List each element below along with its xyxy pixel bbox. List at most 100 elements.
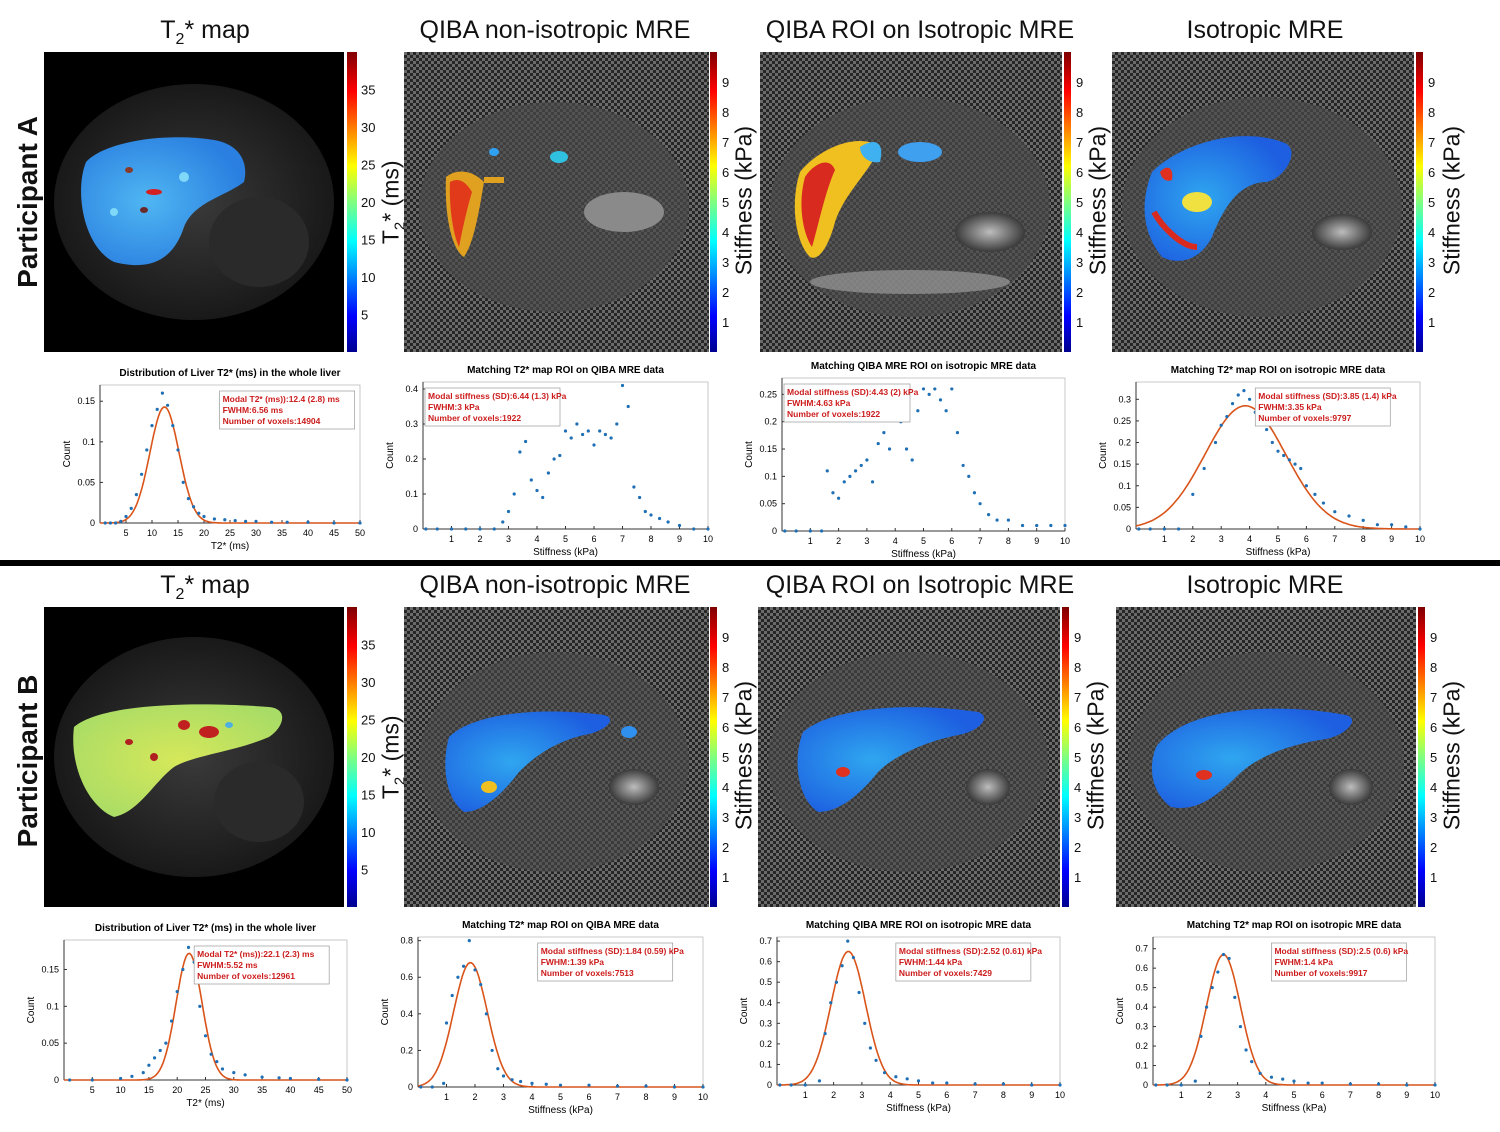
stiffness-colorbar-tick: 9	[1076, 75, 1083, 90]
data-point	[150, 423, 154, 428]
legend-line: Number of voxels:7429	[899, 968, 992, 978]
y-tick-label: 0.2	[1135, 1041, 1148, 1051]
x-tick-label: 1	[1162, 534, 1167, 544]
data-point	[512, 492, 516, 496]
data-point	[609, 436, 613, 440]
data-point	[1225, 414, 1229, 419]
data-point	[108, 521, 112, 525]
x-tick-label: 10	[703, 534, 713, 544]
stiffness-colorbar-b3: 1 2 3 4 5 6 7 8 9	[1418, 607, 1437, 907]
x-tick-label: 4	[529, 1092, 534, 1102]
x-tick-label: 7	[1332, 534, 1337, 544]
stiffness-colorbar-tick: 4	[1074, 780, 1081, 795]
chart-title: Matching T2* map ROI on isotropic MRE da…	[1187, 920, 1402, 931]
data-point	[244, 519, 248, 523]
stiffness-colorbar-tick: 4	[722, 780, 729, 795]
stiffness-colorbar-tick: 8	[1076, 105, 1083, 120]
x-tick-label: 20	[172, 1085, 182, 1095]
x-tick-label: 35	[257, 1085, 267, 1095]
x-tick-label: 9	[672, 1092, 677, 1102]
data-point	[450, 993, 454, 998]
y-tick-label: 0.15	[77, 396, 95, 406]
x-tick-label: 1	[803, 1090, 808, 1100]
data-point	[1202, 466, 1206, 471]
x-tick-label: 45	[329, 528, 339, 538]
data-point	[558, 1083, 563, 1087]
data-point	[1333, 510, 1337, 514]
x-tick-label: 30	[251, 528, 261, 538]
data-point	[1191, 492, 1195, 497]
data-point	[129, 506, 133, 510]
title-qiba-a: QIBA non-isotropic MRE	[419, 16, 691, 44]
x-tick-label: 5	[916, 1090, 921, 1100]
data-point	[1001, 1082, 1006, 1086]
title-qiba-roi-a: QIBA ROI on Isotropic MRE	[765, 16, 1075, 44]
y-tick-label: 0.6	[759, 957, 772, 967]
data-point	[209, 1052, 213, 1056]
legend-box	[219, 390, 355, 430]
stiffness-colorbar-tick: 6	[1430, 720, 1437, 735]
data-point	[254, 519, 258, 523]
x-tick-label: 4	[1247, 534, 1252, 544]
y-tick-label: 0.4	[759, 998, 772, 1008]
y-tick-label: 0.4	[400, 1009, 413, 1019]
data-point	[435, 527, 439, 531]
y-tick-label: 0	[772, 526, 777, 536]
row-divider	[0, 560, 1500, 566]
t2-colorbar-a: 5 10 15 20 25 30 35	[347, 52, 375, 352]
x-axis-label: Stiffness (kPa)	[528, 1105, 593, 1116]
t2-colorbar-tick: 25	[361, 713, 375, 728]
data-point	[1204, 1005, 1209, 1009]
x-tick-label: 9	[677, 534, 682, 544]
data-point	[859, 463, 863, 468]
data-point	[119, 1076, 123, 1081]
data-point	[1404, 525, 1408, 529]
qiba-roi-iso-image-a	[760, 52, 1062, 352]
x-tick-label: 5	[1275, 534, 1280, 544]
data-point	[1258, 1071, 1262, 1075]
data-point	[478, 527, 482, 531]
data-point	[944, 409, 948, 413]
data-point	[955, 431, 960, 435]
stiffness-colorbar-tick: 1	[1428, 315, 1435, 330]
x-tick-label: 10	[1060, 536, 1070, 546]
data-point	[632, 485, 636, 489]
legend-line: Number of voxels:1922	[787, 409, 880, 419]
data-point	[666, 520, 670, 524]
data-point	[1248, 397, 1252, 401]
data-point	[130, 1074, 134, 1078]
data-point	[544, 1082, 548, 1086]
data-point	[140, 472, 144, 476]
data-point	[882, 431, 886, 435]
stiffness-colorbar-b1: 1 2 3 4 5 6 7 8 9	[710, 607, 729, 907]
data-point	[778, 1083, 782, 1087]
data-point	[615, 422, 619, 426]
x-tick-label: 9	[1389, 534, 1394, 544]
x-axis-label: T2* (ms)	[186, 1098, 224, 1109]
data-point	[171, 423, 175, 428]
data-point	[186, 945, 191, 949]
stiffness-colorbar-b2: 1 2 3 4 5 6 7 8 9	[1062, 607, 1081, 907]
t2-colorbar-tick: 30	[361, 675, 375, 690]
t2-colorbar-tick: 35	[361, 83, 375, 98]
data-point	[874, 1058, 878, 1062]
title-t2-map-a: T2* map	[160, 16, 250, 48]
x-tick-label: 15	[144, 1085, 154, 1095]
x-tick-label: 4	[1263, 1090, 1268, 1100]
stiffness-colorbar-tick: 4	[1430, 780, 1437, 795]
stiffness-colorbar-tick: 3	[722, 255, 729, 270]
data-point	[870, 480, 875, 484]
data-point	[973, 1082, 977, 1086]
x-tick-label: 35	[277, 528, 287, 538]
data-point	[910, 458, 914, 462]
data-point	[1313, 492, 1317, 497]
x-tick-label: 2	[1207, 1090, 1212, 1100]
stiffness-colorbar-tick: 4	[1428, 225, 1435, 240]
t2-colorbar-tick: 20	[361, 195, 375, 210]
t2-colorbar-tick: 20	[361, 750, 375, 765]
y-tick-label: 0.1	[82, 437, 95, 447]
stiffness-colorbar-tick: 3	[1076, 255, 1083, 270]
data-point	[1216, 970, 1220, 974]
